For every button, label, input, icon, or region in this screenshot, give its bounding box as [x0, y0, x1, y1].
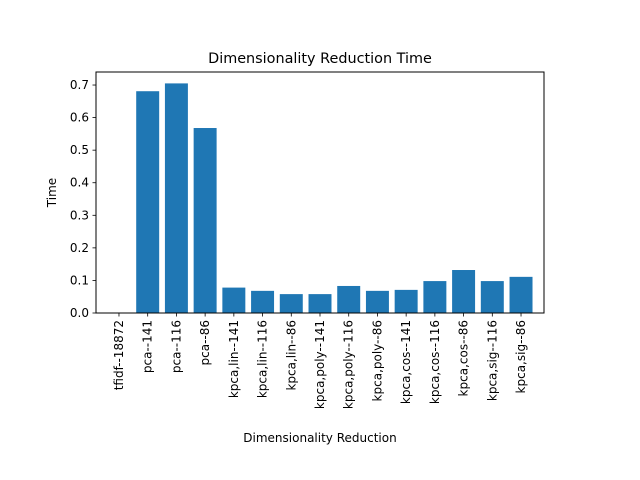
bar-kpca,poly--86 — [365, 290, 389, 313]
x-tick-label: pca--141 — [141, 320, 155, 373]
bar-kpca,cos--86 — [452, 270, 476, 313]
y-tick-label: 0.7 — [70, 78, 89, 92]
x-tick-label: kpca,lin--86 — [284, 320, 298, 391]
y-tick-label: 0.0 — [70, 306, 89, 320]
x-axis-ticks: tfidf--18872 pca--141 pca--116 pca--86 kpca,… — [112, 313, 528, 409]
y-tick-label: 0.3 — [70, 208, 89, 222]
bar-kpca,cos--141 — [394, 289, 418, 313]
bar-kpca,lin--141 — [222, 287, 246, 313]
bars-group — [136, 83, 533, 313]
bar-pca--86 — [193, 128, 217, 313]
bar-pca--116 — [164, 83, 188, 313]
x-tick-label: kpca,sig--116 — [485, 320, 499, 401]
bar-kpca,poly--116 — [337, 285, 361, 313]
bar-pca--141 — [136, 91, 160, 313]
x-tick-label: kpca,cos--141 — [399, 320, 413, 404]
x-tick-label: kpca,cos--86 — [457, 320, 471, 396]
y-tick-label: 0.6 — [70, 111, 89, 125]
x-tick-label: kpca,lin--141 — [227, 320, 241, 398]
bar-kpca,poly--141 — [308, 294, 332, 313]
x-tick-label: kpca,sig--86 — [514, 320, 528, 393]
y-axis-label: Time — [45, 178, 59, 208]
x-tick-label: kpca,lin--116 — [256, 320, 270, 398]
y-tick-label: 0.5 — [70, 143, 89, 157]
x-axis-label: Dimensionality Reduction — [243, 431, 396, 445]
x-tick-label: pca--116 — [169, 320, 183, 373]
x-tick-label: kpca,cos--116 — [428, 320, 442, 404]
y-tick-label: 0.2 — [70, 241, 89, 255]
x-tick-label: kpca,poly--86 — [370, 320, 384, 401]
y-axis-ticks: 0.0 0.1 0.2 0.3 0.4 0.5 0.6 0.7 — [70, 78, 96, 320]
bar-kpca,lin--86 — [279, 294, 303, 313]
bar-kpca,sig--116 — [480, 281, 504, 313]
bar-kpca,lin--116 — [251, 290, 275, 313]
y-tick-label: 0.1 — [70, 273, 89, 287]
y-tick-label: 0.4 — [70, 176, 89, 190]
chart-title: Dimensionality Reduction Time — [208, 51, 432, 67]
x-tick-label: kpca,poly--116 — [342, 320, 356, 409]
bar-kpca,cos--116 — [423, 281, 447, 313]
x-tick-label: kpca,poly--141 — [313, 320, 327, 409]
x-tick-label: tfidf--18872 — [112, 320, 126, 390]
x-tick-label: pca--86 — [198, 320, 212, 366]
bar-kpca,sig--86 — [509, 276, 533, 313]
